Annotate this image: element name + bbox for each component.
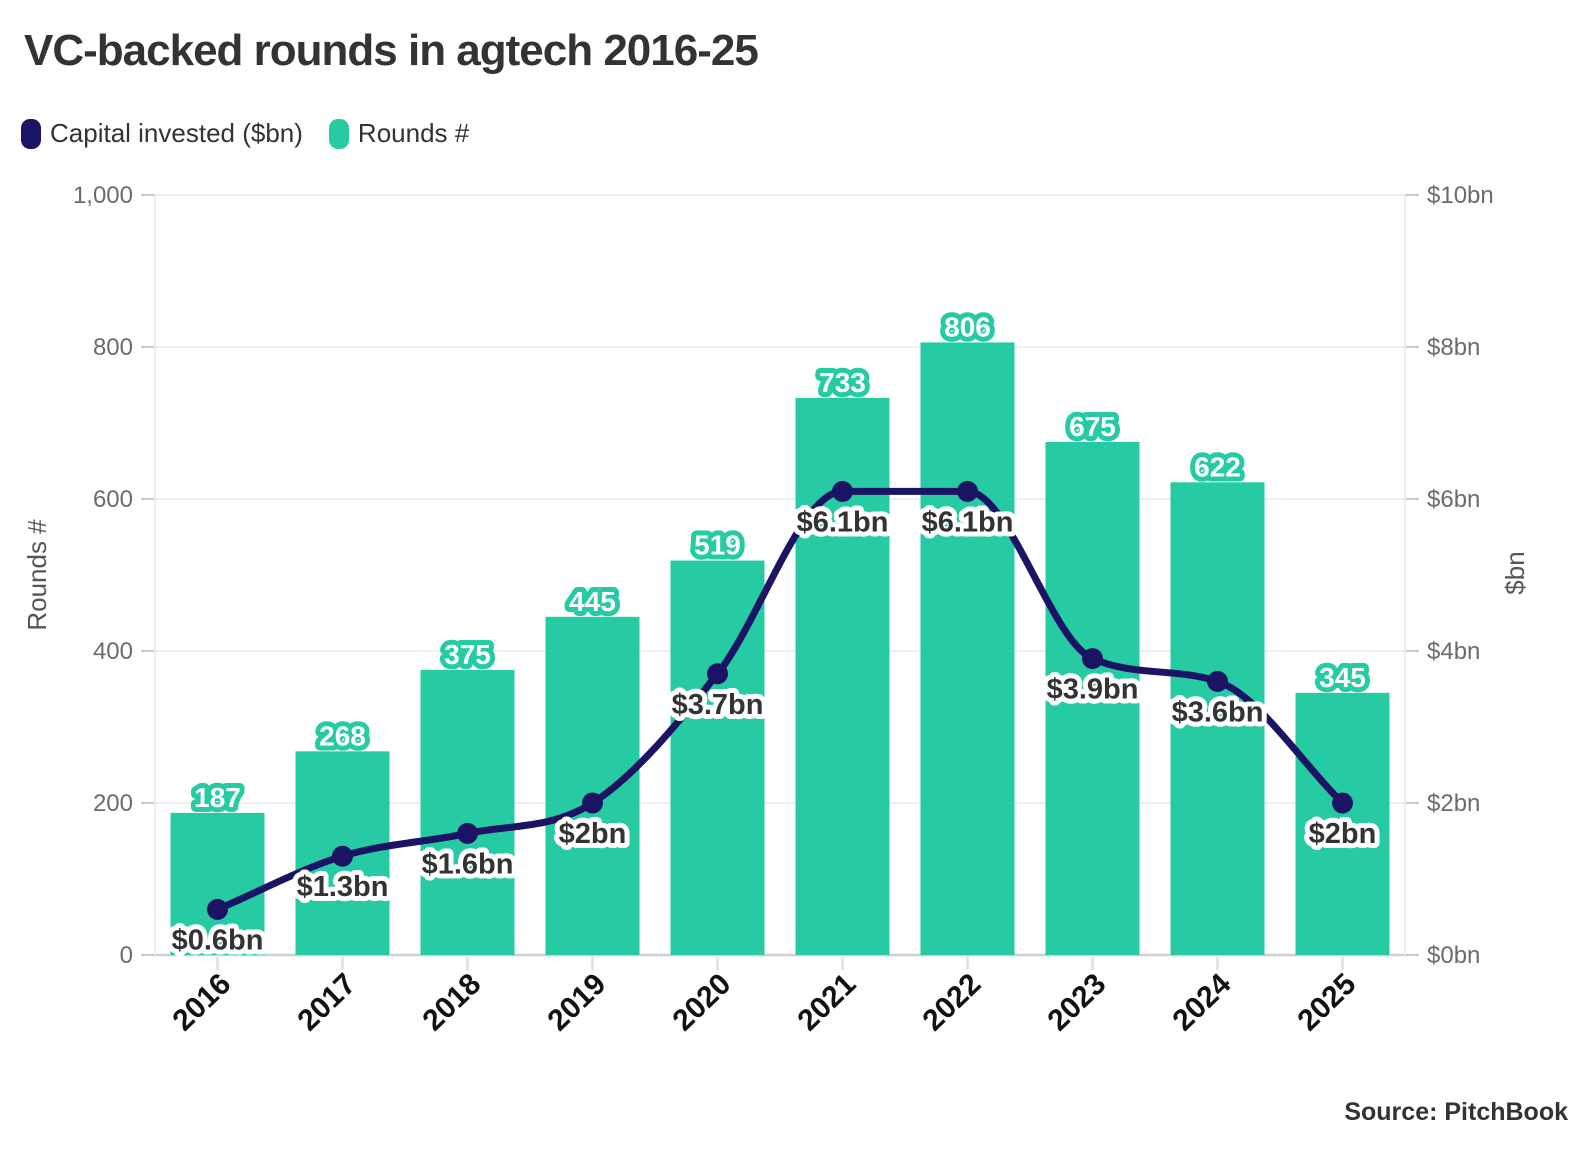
left-axis-tick-label: 600 [93,486,133,513]
right-axis-title: $bn [1500,551,1530,594]
legend-swatch-capital-invested [21,118,41,149]
line-point-2018 [457,822,478,844]
line-point-2017 [332,845,353,867]
legend-item-capital-invested: Capital invested ($bn) [21,118,303,149]
left-axis-tick-label: 800 [93,334,133,361]
left-axis-tick-label: 400 [93,638,133,665]
right-axis-tick-label: $6bn [1427,486,1480,513]
x-axis-label-2017: 2017 [291,967,362,1037]
bar-2019 [545,616,640,955]
line-value-label-2024: $3.6bn [1172,696,1264,728]
line-point-2025 [1332,792,1353,814]
bar-value-label-2016: 187 [194,782,241,813]
line-value-label-2017: $1.3bn [297,871,389,903]
source-credit: Source: PitchBook [1344,1098,1568,1126]
capital-invested-line [214,487,1346,913]
bar-2022 [920,342,1015,955]
bar-value-label-2023: 675 [1069,411,1116,442]
bar-2016 [170,812,265,955]
left-axis-tick-label: 200 [93,790,133,817]
line-value-label-2023: $3.9bn [1047,674,1139,706]
line-point-2023 [1082,648,1103,670]
bar-2023 [1045,442,1140,955]
legend-swatch-rounds [328,118,349,149]
bar-value-label-2025: 345 [1319,662,1366,693]
line-value-label-2025: $2bn [1309,818,1377,850]
legend: Capital invested ($bn) Rounds # [21,118,469,149]
x-axis-label-2025: 2025 [1291,967,1362,1037]
bar-value-label-2018: 375 [444,639,491,670]
x-axis-label-2022: 2022 [916,967,987,1037]
left-axis-tick-label: 1,000 [73,182,133,209]
x-axis-label-2020: 2020 [666,967,737,1037]
x-axis-label-2019: 2019 [541,967,612,1037]
right-axis-tick-label: $8bn [1427,334,1480,361]
right-axis-tick-label: $0bn [1427,942,1480,969]
bar-2018 [420,670,515,955]
right-axis-tick-label: $10bn [1427,182,1494,209]
legend-label-capital-invested: Capital invested ($bn) [50,118,303,148]
legend-label-rounds: Rounds # [357,118,470,148]
bar-value-label-2020: 519 [694,530,741,561]
bar-2024 [1170,482,1265,955]
right-axis-tick-label: $2bn [1427,790,1480,817]
bar-value-label-2021: 733 [819,367,866,398]
line-value-label-2016: $0.6bn [172,924,264,956]
line-value-label-2018: $1.6bn [422,848,514,880]
x-axis-label-2023: 2023 [1041,967,1112,1037]
chart-title: VC-backed rounds in agtech 2016-25 [24,26,759,75]
line-value-label-2020: $3.7bn [672,689,764,721]
x-axis-label-2016: 2016 [166,967,237,1037]
left-axis-tick-label: 0 [120,942,133,969]
line-point-2019 [582,792,603,814]
line-point-2022 [957,480,978,502]
line-point-2021 [832,480,853,502]
bar-value-label-2024: 622 [1194,451,1241,482]
bar-value-label-2017: 268 [319,720,366,751]
x-axis-label-2021: 2021 [791,967,862,1037]
bar-2025 [1295,692,1390,955]
x-axis-label-2024: 2024 [1166,967,1237,1037]
line-value-label-2022: $6.1bn [922,506,1014,538]
right-axis-tick-label: $4bn [1427,638,1480,665]
line-point-2020 [707,663,728,685]
legend-item-rounds: Rounds # [328,118,470,149]
left-axis-title: Rounds # [22,519,52,631]
bar-value-label-2019: 445 [569,586,616,617]
bar-value-label-2022: 806 [944,311,991,342]
x-axis-label-2018: 2018 [416,967,487,1037]
line-value-label-2019: $2bn [559,818,627,850]
line-point-2024 [1207,670,1228,692]
line-value-label-2021: $6.1bn [797,506,889,538]
line-point-2016 [207,898,228,920]
